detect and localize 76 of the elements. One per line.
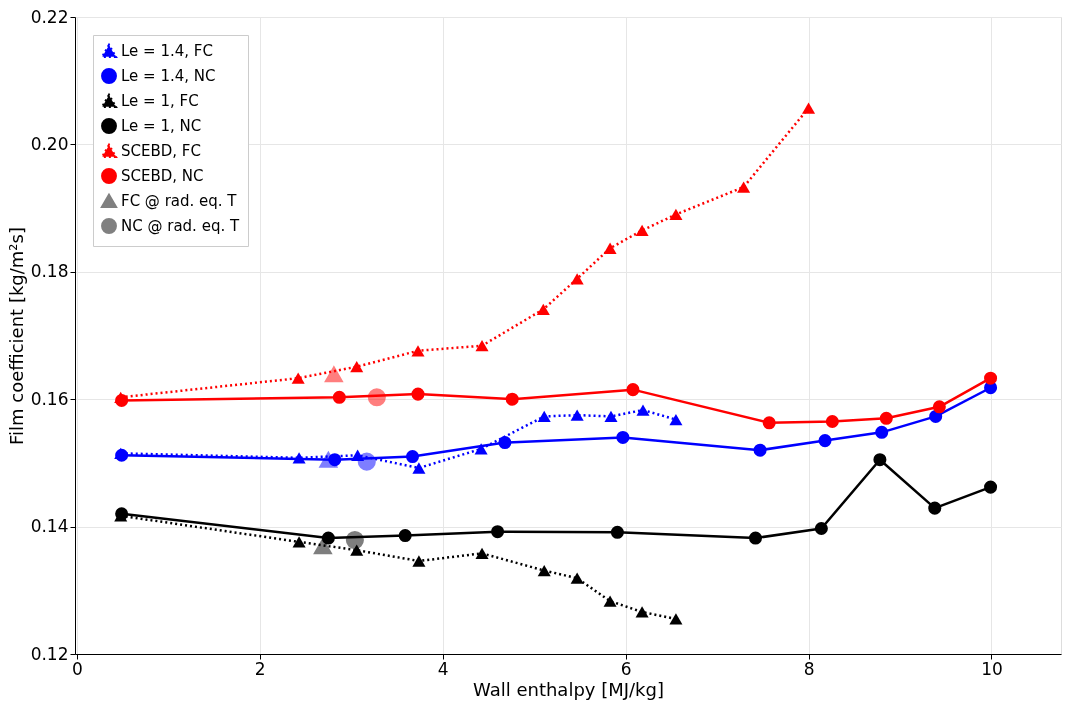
point — [603, 242, 617, 254]
point — [475, 340, 489, 352]
x-tick-label: 10 — [981, 658, 1003, 679]
point — [762, 416, 776, 430]
point — [291, 372, 305, 384]
point — [802, 102, 816, 114]
point — [875, 425, 889, 439]
legend-label: Le = 1, FC — [121, 92, 199, 110]
point — [570, 273, 584, 285]
legend-label: FC @ rad. eq. T — [121, 192, 238, 210]
point — [405, 450, 420, 464]
legend-label: SCEBD, FC — [121, 142, 201, 160]
x-tick-label: 8 — [803, 658, 815, 679]
point — [669, 208, 683, 221]
legend-label: NC @ rad. eq. T — [121, 217, 240, 235]
point — [115, 393, 129, 407]
legend-label: Le = 1.4, FC — [121, 42, 213, 60]
point — [475, 547, 489, 559]
point — [626, 383, 640, 397]
legend-label: Le = 1, NC — [121, 117, 202, 135]
point — [984, 371, 998, 385]
point — [570, 409, 584, 421]
point — [932, 400, 946, 414]
point — [505, 392, 519, 406]
x-axis-title: Wall enthalpy [MJ/kg] — [473, 678, 664, 700]
point — [737, 181, 751, 193]
y-tick-label: 0.18 — [30, 261, 69, 282]
point — [748, 531, 763, 545]
point — [604, 410, 618, 423]
y-tick-label: 0.22 — [30, 6, 69, 27]
point — [411, 345, 425, 357]
y-tick-label: 0.12 — [30, 643, 69, 664]
y-tick-label: 0.14 — [30, 516, 69, 537]
point — [474, 443, 488, 455]
point — [498, 436, 512, 450]
point — [491, 525, 505, 539]
point — [570, 572, 584, 584]
point — [412, 555, 426, 567]
point — [537, 410, 551, 423]
point — [332, 390, 346, 404]
point — [928, 501, 942, 515]
legend-label: SCEBD, NC — [121, 167, 204, 185]
point — [412, 462, 426, 474]
point — [636, 404, 650, 416]
point — [635, 224, 649, 237]
x-tick-label: 0 — [71, 658, 83, 679]
point — [321, 531, 335, 545]
y-axis-title: Film coefficient [kg/m²s] — [5, 227, 27, 445]
point — [825, 414, 839, 428]
point — [818, 434, 832, 448]
point — [669, 413, 683, 426]
point — [616, 430, 630, 444]
point — [873, 453, 887, 467]
point — [814, 522, 828, 536]
point — [879, 411, 893, 425]
x-tick-label: 6 — [620, 658, 632, 679]
point — [292, 536, 306, 548]
point — [398, 529, 412, 543]
point — [984, 480, 998, 494]
y-tick-label: 0.20 — [30, 133, 69, 154]
point — [536, 303, 550, 316]
x-tick-label: 2 — [254, 658, 266, 679]
point — [603, 595, 617, 607]
point — [753, 443, 767, 457]
y-tick-label: 0.16 — [30, 388, 69, 409]
point — [635, 606, 649, 618]
point — [350, 544, 364, 556]
point — [610, 525, 624, 539]
x-tick-label: 4 — [437, 658, 449, 679]
point — [411, 387, 425, 401]
point — [669, 613, 683, 625]
point — [350, 361, 364, 373]
point — [292, 452, 306, 464]
point — [351, 449, 365, 461]
point — [537, 564, 551, 577]
legend-label: Le = 1.4, NC — [121, 67, 216, 85]
